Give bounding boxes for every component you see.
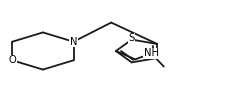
Text: S: S [128, 33, 135, 43]
Text: N: N [70, 37, 77, 47]
Text: NH: NH [144, 48, 159, 58]
Text: O: O [8, 55, 16, 65]
